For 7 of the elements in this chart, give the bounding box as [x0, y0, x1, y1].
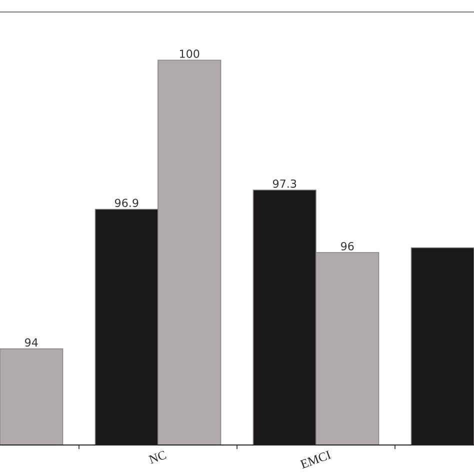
data-label: 97.3: [272, 179, 296, 188]
data-label: 96: [340, 242, 354, 250]
x-tick-label: NC: [148, 450, 167, 464]
x-tick-label: EMCI: [300, 450, 332, 469]
data-label: 100: [180, 50, 200, 58]
data-label: 96.9: [114, 198, 138, 208]
data-label: 94: [24, 338, 38, 347]
